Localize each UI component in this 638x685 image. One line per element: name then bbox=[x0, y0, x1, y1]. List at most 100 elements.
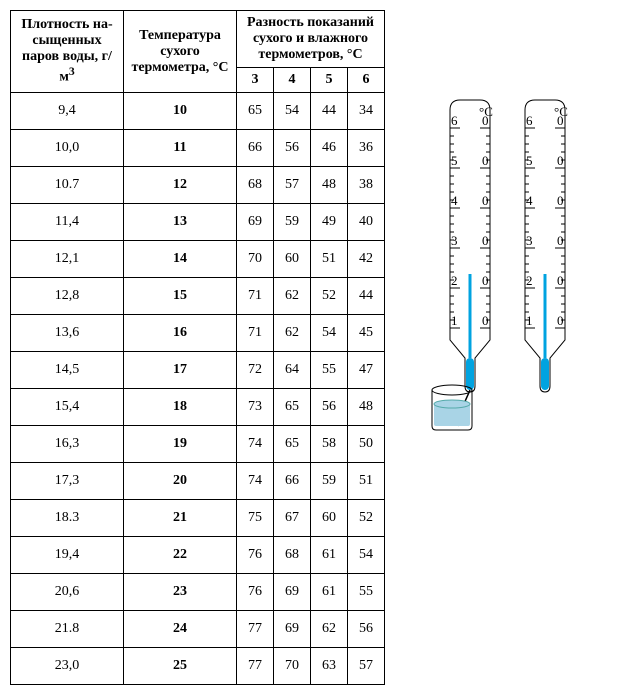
table-cell: 36 bbox=[348, 130, 385, 167]
table-cell: 42 bbox=[348, 241, 385, 278]
header-sub-1: 4 bbox=[274, 68, 311, 93]
svg-text:6: 6 bbox=[451, 113, 458, 128]
table-cell: 69 bbox=[274, 611, 311, 648]
table-cell: 65 bbox=[274, 426, 311, 463]
svg-text:3: 3 bbox=[451, 233, 458, 248]
svg-text:0: 0 bbox=[557, 193, 564, 208]
table-cell: 56 bbox=[348, 611, 385, 648]
table-cell: 20 bbox=[124, 463, 237, 500]
svg-text:2: 2 bbox=[451, 273, 458, 288]
table-cell: 62 bbox=[274, 315, 311, 352]
table-row: 11,41369594940 bbox=[11, 204, 385, 241]
table-row: 16,31974655850 bbox=[11, 426, 385, 463]
table-row: 10,01166564636 bbox=[11, 130, 385, 167]
table-cell: 66 bbox=[237, 130, 274, 167]
table-row: 13,61671625445 bbox=[11, 315, 385, 352]
thermometers-svg: °С605040302010°С605040302010 bbox=[425, 90, 605, 510]
table-cell: 72 bbox=[237, 352, 274, 389]
table-cell: 55 bbox=[311, 352, 348, 389]
table-cell: 12,1 bbox=[11, 241, 124, 278]
table-cell: 74 bbox=[237, 463, 274, 500]
table-cell: 59 bbox=[311, 463, 348, 500]
table-cell: 52 bbox=[311, 278, 348, 315]
table-row: 12,81571625244 bbox=[11, 278, 385, 315]
table-cell: 70 bbox=[274, 648, 311, 685]
table-row: 20,62376696155 bbox=[11, 574, 385, 611]
table-cell: 19,4 bbox=[11, 537, 124, 574]
table-cell: 16,3 bbox=[11, 426, 124, 463]
table-cell: 69 bbox=[237, 204, 274, 241]
table-cell: 71 bbox=[237, 315, 274, 352]
table-row: 12,11470605142 bbox=[11, 241, 385, 278]
svg-text:3: 3 bbox=[526, 233, 533, 248]
table-cell: 54 bbox=[311, 315, 348, 352]
table-cell: 16 bbox=[124, 315, 237, 352]
table-cell: 17 bbox=[124, 352, 237, 389]
table-cell: 64 bbox=[274, 352, 311, 389]
svg-text:0: 0 bbox=[482, 273, 489, 288]
svg-text:0: 0 bbox=[557, 313, 564, 328]
table-cell: 66 bbox=[274, 463, 311, 500]
svg-text:1: 1 bbox=[526, 313, 533, 328]
table-cell: 44 bbox=[348, 278, 385, 315]
header-sub-3: 6 bbox=[348, 68, 385, 93]
header-density: Плотность на­сыщенных паров воды, г/м3 bbox=[11, 11, 124, 93]
table-cell: 73 bbox=[237, 389, 274, 426]
table-cell: 18.3 bbox=[11, 500, 124, 537]
table-cell: 69 bbox=[274, 574, 311, 611]
table-cell: 15 bbox=[124, 278, 237, 315]
table-cell: 54 bbox=[348, 537, 385, 574]
table-cell: 62 bbox=[274, 278, 311, 315]
table-cell: 38 bbox=[348, 167, 385, 204]
header-sub-0: 3 bbox=[237, 68, 274, 93]
humidity-table: Плотность на­сыщенных паров воды, г/м3 Т… bbox=[10, 10, 385, 685]
svg-text:5: 5 bbox=[451, 153, 458, 168]
header-sub-2: 5 bbox=[311, 68, 348, 93]
table-cell: 54 bbox=[274, 93, 311, 130]
table-cell: 18 bbox=[124, 389, 237, 426]
table-row: 18.32175676052 bbox=[11, 500, 385, 537]
table-cell: 49 bbox=[311, 204, 348, 241]
humidity-table-wrap: Плотность на­сыщенных паров воды, г/м3 Т… bbox=[10, 10, 385, 586]
table-cell: 10,0 bbox=[11, 130, 124, 167]
table-cell: 47 bbox=[348, 352, 385, 389]
table-cell: 24 bbox=[124, 611, 237, 648]
table-cell: 14,5 bbox=[11, 352, 124, 389]
table-cell: 58 bbox=[311, 426, 348, 463]
svg-text:0: 0 bbox=[557, 153, 564, 168]
table-cell: 62 bbox=[311, 611, 348, 648]
table-cell: 56 bbox=[311, 389, 348, 426]
svg-text:0: 0 bbox=[482, 193, 489, 208]
table-cell: 51 bbox=[311, 241, 348, 278]
header-density-sup: 3 bbox=[69, 65, 75, 78]
table-cell: 22 bbox=[124, 537, 237, 574]
table-cell: 44 bbox=[311, 93, 348, 130]
table-row: 14,51772645547 bbox=[11, 352, 385, 389]
table-cell: 50 bbox=[348, 426, 385, 463]
header-density-text: Плотность на­сыщенных паров воды, г/м bbox=[21, 17, 112, 85]
table-cell: 48 bbox=[348, 389, 385, 426]
table-cell: 70 bbox=[237, 241, 274, 278]
header-diff: Разность показаний су­хого и влажного те… bbox=[237, 11, 385, 68]
table-row: 10.71268574838 bbox=[11, 167, 385, 204]
svg-text:5: 5 bbox=[526, 153, 533, 168]
svg-text:4: 4 bbox=[526, 193, 533, 208]
table-cell: 51 bbox=[348, 463, 385, 500]
table-cell: 56 bbox=[274, 130, 311, 167]
table-cell: 57 bbox=[348, 648, 385, 685]
table-cell: 13 bbox=[124, 204, 237, 241]
svg-text:0: 0 bbox=[557, 273, 564, 288]
table-row: 15,41873655648 bbox=[11, 389, 385, 426]
table-cell: 77 bbox=[237, 648, 274, 685]
svg-text:2: 2 bbox=[526, 273, 533, 288]
table-cell: 60 bbox=[311, 500, 348, 537]
table-cell: 68 bbox=[274, 537, 311, 574]
table-cell: 61 bbox=[311, 537, 348, 574]
table-cell: 17,3 bbox=[11, 463, 124, 500]
table-cell: 59 bbox=[274, 204, 311, 241]
table-cell: 45 bbox=[348, 315, 385, 352]
table-cell: 23 bbox=[124, 574, 237, 611]
table-cell: 77 bbox=[237, 611, 274, 648]
table-cell: 9,4 bbox=[11, 93, 124, 130]
table-cell: 61 bbox=[311, 574, 348, 611]
